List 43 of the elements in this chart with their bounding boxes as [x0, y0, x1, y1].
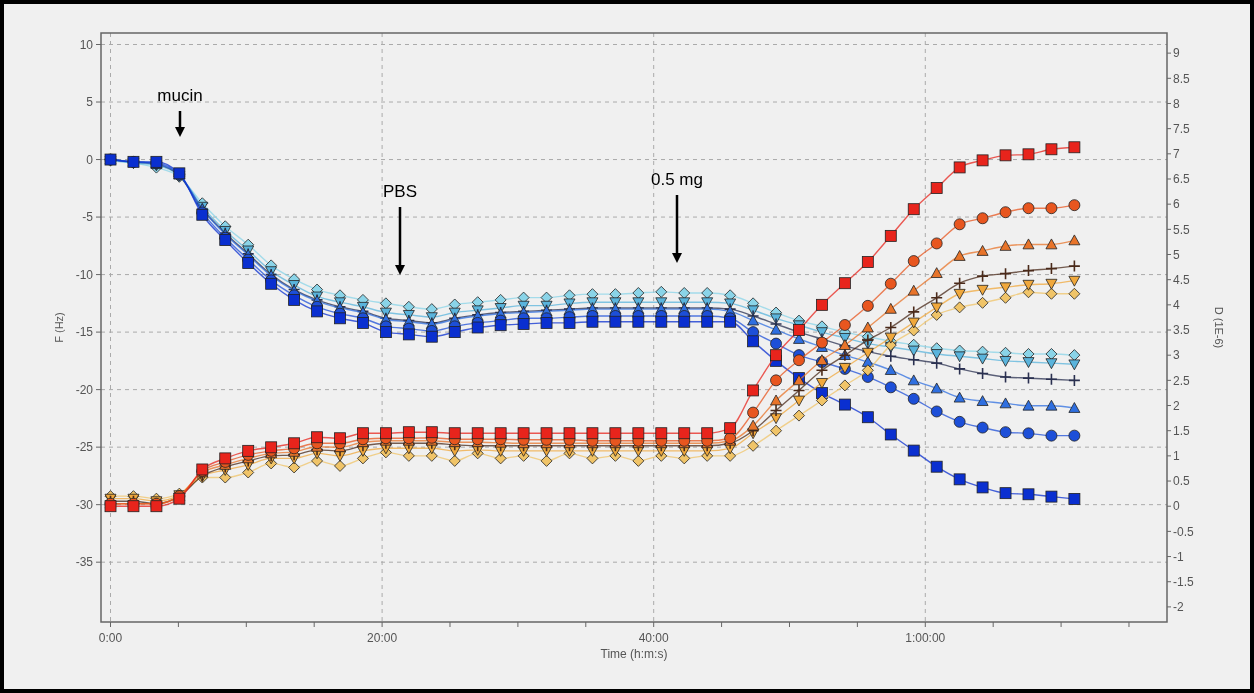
y-tick-label: -10: [75, 267, 94, 282]
x-tick-label: 0:00: [98, 631, 123, 645]
y2-tick-label: -2: [1173, 600, 1184, 615]
annotation: mucin: [157, 86, 203, 105]
y2-tick-label: 7: [1173, 147, 1180, 162]
y-tick-label: -5: [82, 210, 94, 225]
y-tick-label: -15: [75, 325, 94, 340]
y2-tick-label: -1: [1173, 549, 1184, 564]
y2-tick-label: 5.5: [1173, 222, 1191, 237]
y2-tick-label: 5: [1173, 247, 1180, 262]
y-axis-title: F (Hz): [53, 312, 65, 343]
y-tick-label: -20: [75, 382, 94, 397]
y-tick-label: 5: [86, 95, 94, 110]
y-tick-label: 10: [79, 37, 94, 52]
y2-tick-label: 0.5: [1173, 474, 1191, 489]
y2-tick-label: 9: [1173, 46, 1180, 61]
y2-tick-label: 1.5: [1173, 423, 1191, 438]
y2-tick-label: 7.5: [1173, 121, 1191, 136]
annotation: 0.5 mg: [651, 170, 703, 189]
y2-tick-label: 2: [1173, 398, 1180, 413]
y2-tick-label: 0: [1173, 499, 1180, 514]
y2-tick-label: 8: [1173, 96, 1180, 111]
y2-tick-label: 1: [1173, 449, 1180, 464]
y2-tick-label: 6: [1173, 197, 1180, 212]
y2-tick-label: 2.5: [1173, 373, 1191, 388]
x-tick-label: 1:00:00: [905, 631, 946, 645]
y2-tick-label: 4.5: [1173, 272, 1191, 287]
y2-tick-label: 4: [1173, 298, 1180, 313]
y-tick-label: -25: [75, 440, 94, 455]
y2-tick-label: 3: [1173, 348, 1180, 363]
y2-axis-title: D (1E-6): [1213, 306, 1225, 349]
annotation: PBS: [382, 182, 418, 201]
y2-tick-label: 3.5: [1173, 323, 1191, 338]
x-tick-label: 20:00: [367, 631, 398, 645]
y2-tick-label: 6.5: [1173, 172, 1191, 187]
y2-tick-label: 8.5: [1173, 71, 1191, 86]
y2-tick-label: -1.5: [1173, 574, 1194, 589]
x-axis-title: Time (h:m:s): [600, 647, 668, 661]
y-tick-label: 0: [86, 152, 94, 167]
y-tick-label: -30: [75, 497, 94, 512]
x-tick-label: 40:00: [638, 631, 670, 645]
y-tick-label: -35: [75, 555, 94, 570]
y2-tick-label: -0.5: [1173, 524, 1194, 539]
